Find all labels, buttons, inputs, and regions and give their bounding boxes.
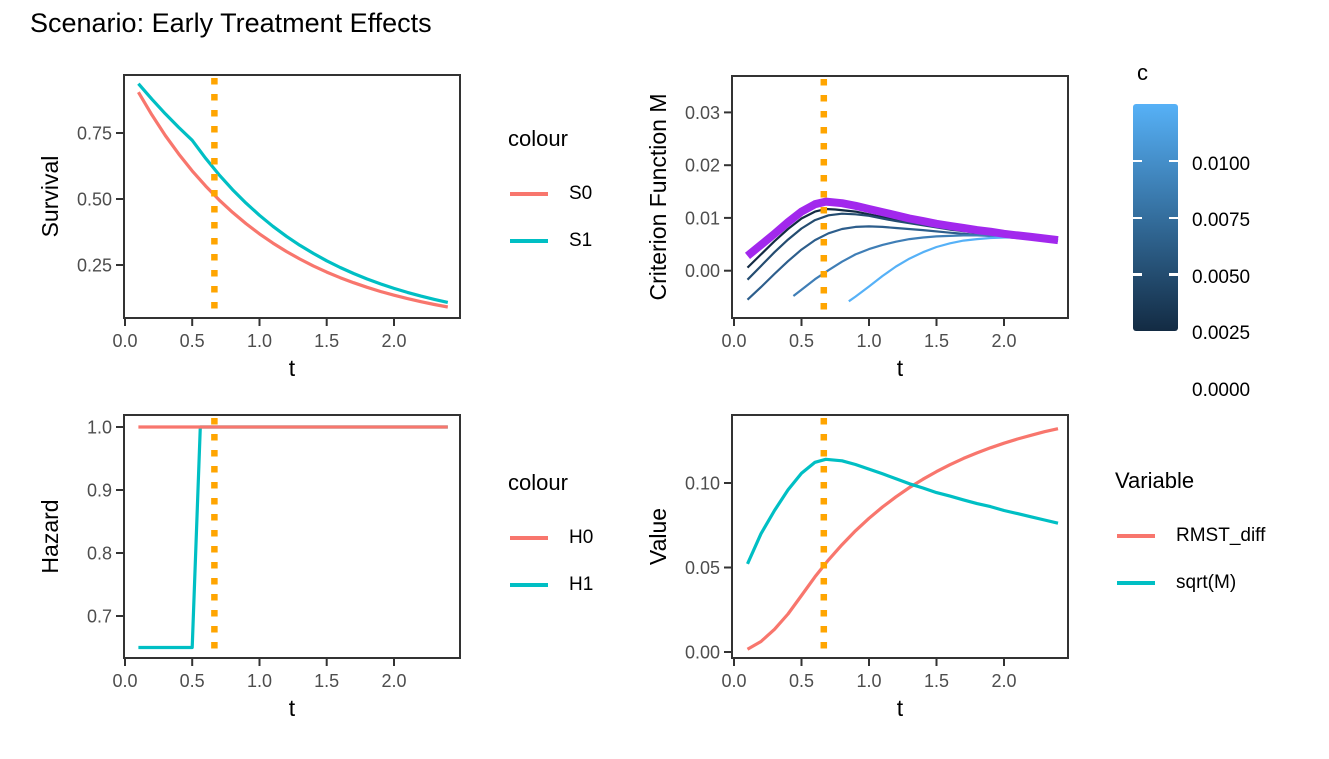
legend-variable: Variable RMST_diff sqrt(M): [1115, 468, 1315, 593]
y-tick-label: 1.0: [87, 418, 112, 438]
x-tick-label: 1.0: [247, 331, 272, 351]
y-tick-label: 0.05: [685, 558, 720, 578]
legend-key-rmst-diff: [1117, 534, 1155, 538]
x-tick-label: 2.0: [991, 671, 1016, 691]
x-tick-label: 2.0: [991, 331, 1016, 351]
x-tick-label: 0.0: [112, 331, 137, 351]
legend-title: colour: [508, 126, 568, 151]
colorbar-tick-label: 0.0075: [1192, 210, 1251, 231]
colorbar-gradient: [1133, 104, 1178, 331]
hazard-panel: 0.0 0.5 1.0 1.5 2.0 0.7 0.8 0.9 1.0 t Hazard: [37, 414, 461, 721]
survival-panel: 0.0 0.5 1.0 1.5 2.0 0.25 0.50 0.75 t Survival: [37, 74, 461, 381]
series-RMST_diff: [746, 427, 1059, 651]
x-tick-label: 1.0: [856, 671, 881, 691]
x-tick-label: 2.0: [381, 331, 406, 351]
y-tick-label: 0.02: [685, 156, 720, 176]
x-tick-label: 0.5: [789, 671, 814, 691]
colorbar-title: c: [1137, 60, 1148, 85]
series-S0: [137, 91, 449, 309]
series-S1: [137, 82, 449, 304]
y-tick-label: 0.00: [685, 643, 720, 663]
legend-label-h0: H0: [569, 527, 594, 548]
panel-border: [731, 75, 1069, 319]
legend-key-s0: [510, 192, 548, 196]
colorbar-tick-notch: [1169, 273, 1178, 276]
series-c-0.0100: [848, 236, 1059, 303]
y-tick-label: 0.8: [87, 544, 112, 564]
y-axis-title: Survival: [37, 156, 63, 238]
x-axis-title: t: [897, 355, 904, 381]
legend-item-sqrt-m: sqrt(M): [1117, 569, 1236, 597]
series-sqrt(M): [746, 457, 1059, 565]
colorbar-tick-notch: [1133, 273, 1142, 276]
y-tick-label: 0.01: [685, 208, 720, 228]
legend-hazard: colour H0 H1: [508, 470, 708, 595]
colorbar-tick-label: 0.0100: [1192, 154, 1251, 175]
x-tick-label: 2.0: [381, 671, 406, 691]
legend-item-s1: S1: [510, 227, 592, 255]
y-tick-label: 0.75: [77, 124, 112, 144]
x-axis-title: t: [289, 695, 296, 721]
y-tick-label: 0.7: [87, 607, 112, 627]
x-tick-label: 0.0: [721, 331, 746, 351]
legend-label-rmst-diff: RMST_diff: [1176, 525, 1266, 546]
colorbar-tick-notch: [1133, 159, 1142, 163]
x-tick-label: 1.5: [924, 671, 949, 691]
legend-key-h1: [510, 583, 548, 587]
legend-title: Variable: [1115, 468, 1195, 493]
colorbar-tick-notch: [1133, 216, 1142, 219]
legend-label-h1: H1: [569, 574, 594, 595]
x-axis-title: t: [897, 695, 904, 721]
legend-item-h1: H1: [510, 571, 593, 599]
panel-border: [731, 414, 1069, 659]
y-tick-label: 0.00: [685, 261, 720, 281]
y-tick-label: 0.03: [685, 103, 720, 123]
legend-key-s1: [510, 239, 548, 243]
legend-title: colour: [508, 470, 568, 495]
colorbar-tick-label: 0.0000: [1192, 380, 1251, 401]
colorbar-tick-label: 0.0050: [1192, 267, 1251, 288]
y-tick-label: 0.50: [77, 190, 112, 210]
value-panel: 0.0 0.5 1.0 1.5 2.0 0.00 0.05 0.10 t Value: [645, 414, 1069, 721]
x-tick-label: 1.5: [314, 671, 339, 691]
colorbar-tick-label: 0.0025: [1192, 323, 1251, 344]
y-axis-title: Hazard: [37, 499, 63, 573]
legend-label-s0: S0: [569, 183, 593, 204]
legend-item-rmst-diff: RMST_diff: [1117, 522, 1265, 550]
x-tick-label: 1.0: [856, 331, 881, 351]
x-axis-title: t: [289, 355, 296, 381]
legend-label-sqrt-m: sqrt(M): [1176, 572, 1237, 593]
legend-item-s0: S0: [510, 180, 592, 208]
panel-border: [123, 74, 461, 319]
x-tick-label: 0.5: [180, 331, 205, 351]
series-c-0.0075: [792, 234, 1059, 297]
legend-survival: colour S0 S1: [508, 126, 708, 251]
x-tick-label: 0.0: [112, 671, 137, 691]
x-tick-label: 0.5: [180, 671, 205, 691]
x-tick-label: 1.5: [314, 331, 339, 351]
legend-label-s1: S1: [569, 230, 593, 251]
legend-key-h0: [510, 536, 548, 540]
y-axis-title: Criterion Function M: [645, 93, 671, 300]
panel-border: [123, 414, 461, 659]
x-tick-label: 1.0: [247, 671, 272, 691]
colorbar-tick-notch: [1169, 159, 1178, 163]
y-tick-label: 0.10: [685, 474, 720, 494]
plot-title: Scenario: Early Treatment Effects: [30, 8, 432, 38]
x-tick-label: 0.0: [721, 671, 746, 691]
y-tick-label: 0.25: [77, 256, 112, 276]
criterion-panel: 0.0 0.5 1.0 1.5 2.0 0.00 0.01 0.02 0.03 t Criterio…: [645, 75, 1069, 381]
legend-key-sqrt-m: [1117, 581, 1155, 585]
x-tick-label: 1.5: [924, 331, 949, 351]
colorbar-legend: c 0.0100 0.0075 0.0050 0.0025 0.0000: [1133, 60, 1329, 401]
colorbar-tick-notch: [1169, 216, 1178, 219]
x-tick-label: 0.5: [789, 331, 814, 351]
legend-item-h0: H0: [510, 524, 593, 552]
y-tick-label: 0.9: [87, 481, 112, 501]
series-M-envelope: [744, 197, 1059, 260]
y-axis-title: Value: [645, 508, 671, 565]
series-H1: [138, 425, 448, 650]
